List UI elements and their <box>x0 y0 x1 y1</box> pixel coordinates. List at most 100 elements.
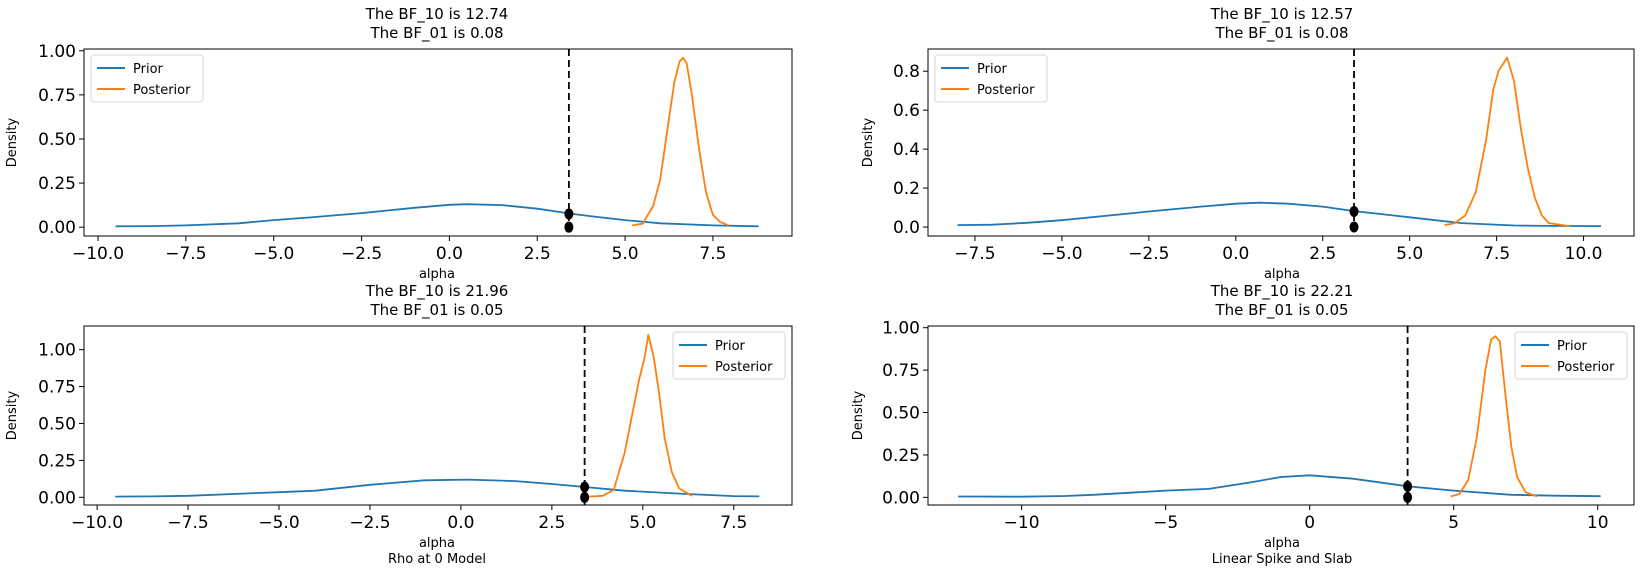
density-point <box>564 221 574 233</box>
x-tick-label: 5.0 <box>629 513 656 533</box>
axes-frame <box>927 325 1635 506</box>
y-tick-label: 0.0 <box>893 218 920 238</box>
plot-content <box>957 49 1602 236</box>
axes-frame <box>83 325 793 506</box>
x-tick-label: 0.0 <box>1222 244 1249 264</box>
x-tick-label: −2.5 <box>341 244 382 264</box>
x-tick-label: 0.0 <box>447 513 474 533</box>
y-tick-label: 1.00 <box>38 42 76 62</box>
posterior-density-line <box>1444 56 1570 227</box>
subplot-title-line: The BF_01 is 0.08 <box>1214 24 1348 43</box>
y-tick-label: 0.75 <box>38 378 76 398</box>
plot-content <box>115 326 760 505</box>
legend-label: Prior <box>977 62 1008 77</box>
prior-density-line <box>958 474 1601 498</box>
legend-box <box>672 331 786 380</box>
legend: Prior Posterior <box>1514 331 1628 380</box>
x-tick-label: 0 <box>1304 513 1315 533</box>
x-axis-label: alpha <box>419 536 455 551</box>
x-tick-label: −5.0 <box>258 513 299 533</box>
y-tick-label: 1.00 <box>38 341 76 361</box>
x-axis-label: alpha <box>1264 267 1300 282</box>
x-tick-label: −5 <box>1153 513 1178 533</box>
y-tick-label: 0.25 <box>38 174 76 194</box>
y-tick-label: 0.50 <box>882 404 920 424</box>
x-tick-label: 2.5 <box>1309 244 1336 264</box>
subplot-title-line: The BF_10 is 21.96 <box>365 282 509 301</box>
x-tick-label: 5 <box>1448 513 1459 533</box>
y-tick-label: 0.50 <box>38 414 76 434</box>
posterior-density-line <box>1450 335 1538 498</box>
density-point <box>1349 205 1359 217</box>
y-tick-label: 0.2 <box>893 179 920 199</box>
plot-content <box>958 326 1601 505</box>
subplot-title-line: The BF_01 is 0.05 <box>1214 301 1348 320</box>
x-tick-label: −7.5 <box>954 244 995 264</box>
density-point <box>1403 480 1413 492</box>
density-point <box>564 208 574 220</box>
x-tick-label: 10.0 <box>1565 244 1603 264</box>
x-tick-label: −5.0 <box>253 244 294 264</box>
legend-label: Posterior <box>715 360 773 375</box>
subplot-title-line: The BF_01 is 0.05 <box>369 301 503 320</box>
plot-content <box>115 49 759 236</box>
subplot-subtitle: Rho at 0 Model <box>388 552 486 567</box>
legend-box <box>90 54 204 103</box>
legend-label: Posterior <box>977 83 1035 98</box>
x-tick-label: −5.0 <box>1041 244 1082 264</box>
x-tick-label: 5.0 <box>1396 244 1423 264</box>
x-axis-label: alpha <box>1264 536 1300 551</box>
x-tick-label: 0.0 <box>436 244 463 264</box>
subplot-subtitle: Linear Spike and Slab <box>1212 552 1353 567</box>
y-axis-label: Density <box>861 117 876 167</box>
density-point <box>580 481 590 493</box>
y-tick-label: 0.75 <box>882 361 920 381</box>
y-tick-label: 0.00 <box>38 218 76 238</box>
x-tick-label: 10 <box>1587 513 1609 533</box>
legend-label: Posterior <box>133 83 191 98</box>
density-point <box>1349 221 1359 233</box>
y-axis-label: Density <box>5 117 20 167</box>
x-tick-label: 5.0 <box>612 244 639 264</box>
y-tick-label: 0.25 <box>38 451 76 471</box>
legend: Prior Posterior <box>90 54 204 103</box>
subplot-title-line: The BF_10 is 12.74 <box>365 5 509 24</box>
x-tick-label: −7.5 <box>167 513 208 533</box>
density-point <box>1403 491 1413 503</box>
x-tick-label: 2.5 <box>538 513 565 533</box>
y-tick-label: 0.8 <box>893 62 920 82</box>
x-tick-label: 7.5 <box>720 513 747 533</box>
axes-frame <box>83 48 793 237</box>
y-axis-label: Density <box>851 390 866 440</box>
y-tick-label: 0.00 <box>38 488 76 508</box>
x-tick-label: −10.0 <box>72 244 124 264</box>
x-tick-label: −2.5 <box>1128 244 1169 264</box>
x-tick-label: 7.5 <box>1483 244 1510 264</box>
subplot-title-line: The BF_10 is 12.57 <box>1210 5 1354 24</box>
legend-label: Posterior <box>1557 360 1615 375</box>
density-point <box>580 491 590 503</box>
legend-label: Prior <box>133 62 164 77</box>
legend: Prior Posterior <box>934 54 1048 103</box>
y-tick-label: 0.4 <box>893 140 920 160</box>
x-tick-label: 2.5 <box>524 244 551 264</box>
prior-density-line <box>115 203 759 228</box>
x-axis-label: alpha <box>419 267 455 282</box>
prior-density-line <box>957 201 1602 227</box>
legend-label: Prior <box>715 339 746 354</box>
y-tick-label: 1.00 <box>882 319 920 339</box>
x-tick-label: −7.5 <box>165 244 206 264</box>
axes-frame <box>927 48 1635 237</box>
legend-box <box>934 54 1048 103</box>
legend-box <box>1514 331 1628 380</box>
posterior-density-line <box>631 56 730 227</box>
x-tick-label: −10 <box>1004 513 1040 533</box>
x-tick-label: −10.0 <box>71 513 123 533</box>
y-tick-label: 0.00 <box>882 488 920 508</box>
y-tick-label: 0.6 <box>893 101 920 121</box>
